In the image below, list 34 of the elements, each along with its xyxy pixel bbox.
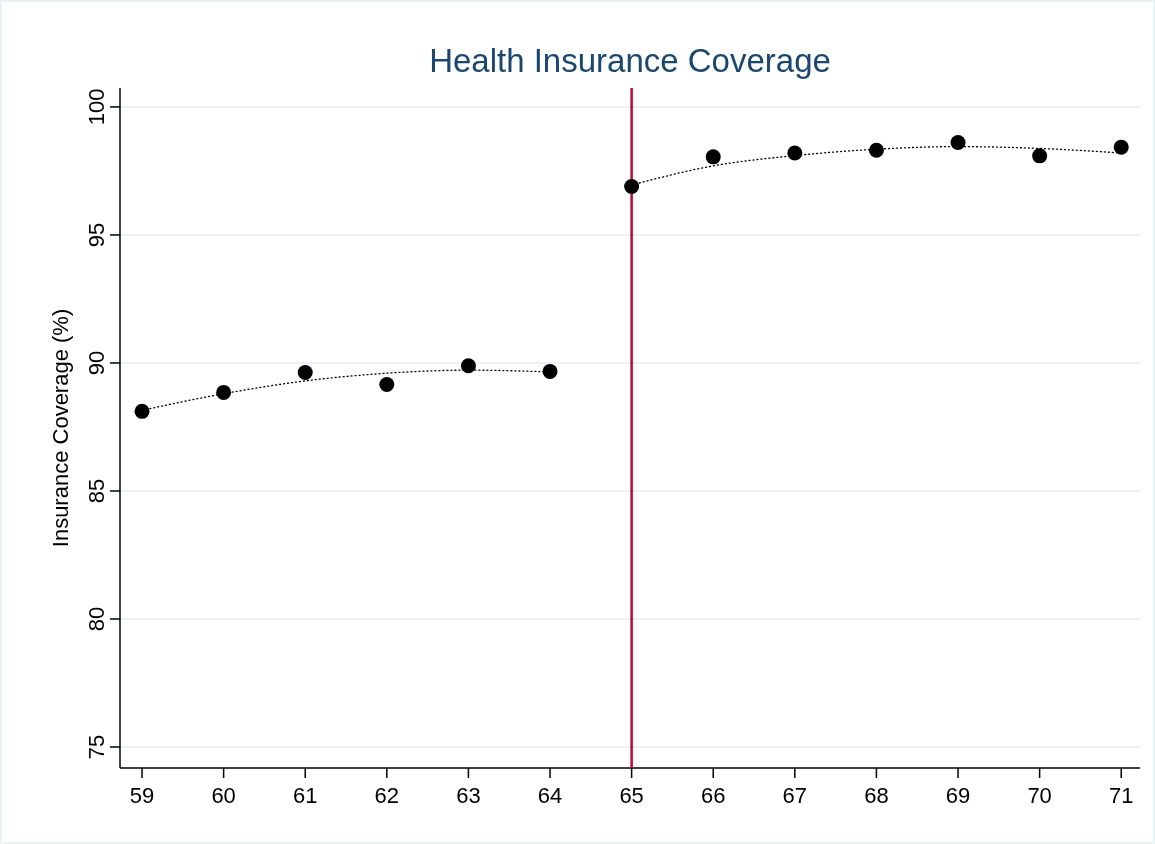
point [460,358,476,374]
point [950,135,966,151]
x-tick-label: 60 [211,783,236,808]
y-tick-label: 100 [84,88,109,126]
x-tick-label: 70 [1027,783,1052,808]
x-tick-label: 63 [456,783,481,808]
y-tick-label: 95 [84,222,109,248]
y-tick-label: 85 [84,478,109,504]
point [868,142,884,158]
point [379,376,395,392]
x-tick-label: 61 [292,783,318,808]
point [1113,139,1129,155]
x-tick-label: 68 [864,783,889,808]
y-tick-label: 90 [84,350,109,376]
x-tick-label: 69 [945,783,971,808]
point [134,403,150,419]
x-tick-label: 67 [782,783,808,808]
point [216,384,232,400]
y-tick-label: 80 [84,606,109,632]
x-tick-label: 59 [129,783,155,808]
x-tick-label: 66 [700,783,726,808]
x-tick-label: 65 [619,783,644,808]
point [787,145,803,161]
point [1032,148,1048,164]
x-tick-label: 64 [537,783,563,808]
x-tick-label: 71 [1108,783,1134,808]
point [297,364,313,380]
y-axis-title: Insurance Coverage (%) [48,308,73,548]
y-tick-label: 75 [84,734,109,760]
point [542,363,558,379]
point [624,179,640,195]
x-tick-label: 62 [374,783,400,808]
point [705,149,721,165]
chart-title: Health Insurance Coverage [429,42,831,79]
